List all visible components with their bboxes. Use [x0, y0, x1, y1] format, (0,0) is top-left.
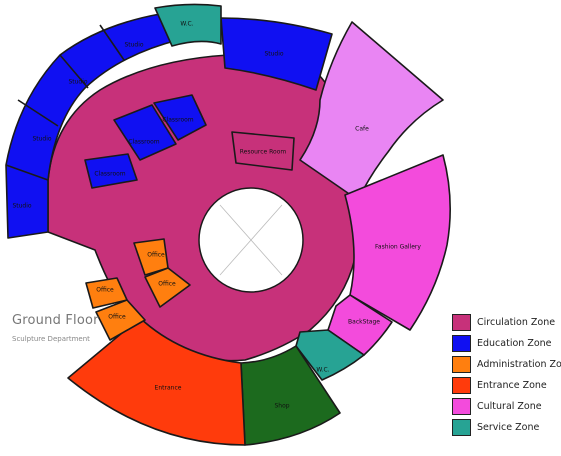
legend-item-administration: Administration Zone: [452, 354, 561, 375]
legend-swatch: [452, 356, 471, 373]
label-cafe: Cafe: [355, 126, 369, 133]
label-shop: Shop: [274, 403, 289, 410]
studio-top-right: [220, 17, 333, 91]
legend-label: Circulation Zone: [477, 317, 556, 328]
label-wc-top: W.C.: [180, 21, 193, 28]
legend-label: Entrance Zone: [477, 380, 547, 391]
label-studio-4: Studio: [12, 203, 31, 210]
legend-swatch: [452, 314, 471, 331]
shop: [240, 345, 341, 446]
office-4: [95, 299, 146, 341]
label-studio-1: Studio: [124, 42, 143, 49]
label-studio-2: Studio: [68, 79, 87, 86]
legend-label: Service Zone: [477, 422, 540, 433]
legend-item-cultural: Cultural Zone: [452, 396, 561, 417]
label-backstage: BackStage: [348, 319, 380, 326]
wc-top: [154, 3, 222, 47]
classroom-3: [84, 153, 138, 189]
label-wc-bottom: W.C.: [316, 367, 329, 374]
legend-label: Administration Zone: [477, 359, 561, 370]
label-classroom-1: Classroom: [162, 117, 193, 124]
legend-item-education: Education Zone: [452, 333, 561, 354]
label-classroom-3: Classroom: [94, 171, 125, 178]
fashion-gallery: [344, 154, 451, 331]
label-office-2: Office: [158, 281, 176, 288]
cafe: [299, 21, 444, 201]
legend-label: Cultural Zone: [477, 401, 542, 412]
wc-bottom: [295, 329, 365, 381]
legend-item-entrance: Entrance Zone: [452, 375, 561, 396]
legend-item-service: Service Zone: [452, 417, 561, 438]
legend-swatch: [452, 419, 471, 436]
entrance-zone: [67, 317, 246, 446]
floor-title: Ground Floor: [12, 313, 99, 328]
office-2: [144, 267, 191, 308]
label-resource-room: Resource Room: [240, 149, 287, 156]
legend-swatch: [452, 398, 471, 415]
zone-legend: Circulation Zone Education Zone Administ…: [452, 312, 561, 438]
resource-room: [231, 131, 295, 171]
label-entrance: Entrance: [155, 385, 182, 392]
label-classroom-2: Classroom: [128, 139, 159, 146]
legend-swatch: [452, 335, 471, 352]
label-office-3: Office: [96, 287, 114, 294]
label-office-1: Office: [147, 252, 165, 259]
classroom-2: [113, 104, 177, 161]
label-office-4: Office: [108, 314, 126, 321]
label-studio-5: Studio: [264, 51, 283, 58]
floor-subtitle: Sculpture Department: [12, 335, 90, 343]
legend-item-circulation: Circulation Zone: [452, 312, 561, 333]
legend-swatch: [452, 377, 471, 394]
legend-label: Education Zone: [477, 338, 552, 349]
label-fashion-gallery: Fashion Gallery: [375, 244, 421, 251]
classroom-1: [153, 94, 207, 141]
label-studio-3: Studio: [32, 136, 51, 143]
